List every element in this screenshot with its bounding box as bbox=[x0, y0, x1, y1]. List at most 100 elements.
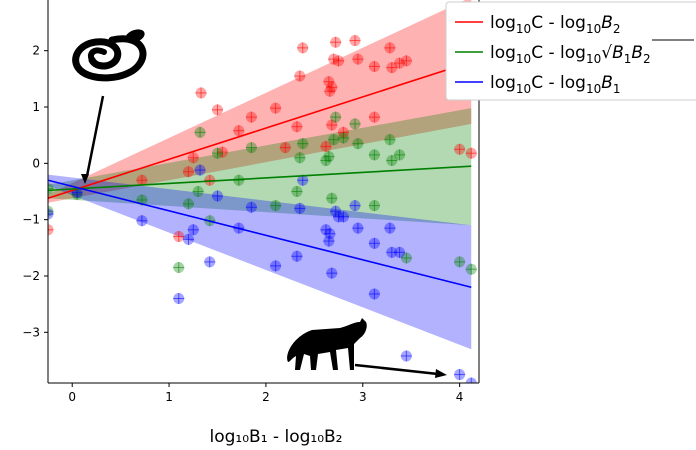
data-point-1-28 bbox=[394, 149, 406, 161]
legend-label-2: log10C - log10B1 bbox=[490, 73, 621, 96]
data-point-2-24 bbox=[368, 237, 380, 249]
data-point-1-20 bbox=[330, 111, 342, 123]
data-point-1-15 bbox=[297, 138, 309, 150]
icons bbox=[72, 29, 447, 378]
x-tick-label-1: 1 bbox=[165, 390, 173, 404]
data-point-0-22 bbox=[330, 36, 342, 48]
data-point-1-4 bbox=[173, 262, 185, 274]
data-point-0-19 bbox=[326, 81, 338, 93]
x-tick-label-3: 3 bbox=[359, 390, 367, 404]
legend-box bbox=[445, 1, 696, 101]
confidence-band-1 bbox=[48, 108, 472, 226]
data-point-2-25 bbox=[368, 288, 380, 300]
data-point-0-29 bbox=[384, 42, 396, 54]
snake-arrow bbox=[85, 95, 105, 177]
data-point-0-34 bbox=[465, 147, 477, 159]
data-point-2-6 bbox=[194, 164, 206, 176]
data-point-1-0 bbox=[48, 183, 54, 195]
data-point-0-32 bbox=[400, 55, 412, 67]
data-point-0-28 bbox=[368, 111, 380, 123]
y-tick-label-1: −2 bbox=[22, 269, 40, 283]
x-axis-label: log₁₀B₁ - log₁₀B₂ bbox=[210, 427, 343, 447]
data-point-2-21 bbox=[337, 211, 349, 223]
data-point-2-27 bbox=[386, 246, 398, 258]
x-tick-label-0: 0 bbox=[68, 390, 76, 404]
data-point-1-11 bbox=[245, 142, 257, 154]
data-point-2-30 bbox=[454, 369, 466, 381]
data-point-0-2 bbox=[173, 231, 185, 243]
data-point-1-14 bbox=[294, 152, 306, 164]
data-point-1-13 bbox=[291, 186, 303, 197]
data-point-2-13 bbox=[294, 202, 306, 214]
data-point-0-20 bbox=[326, 119, 338, 131]
data-point-0-1 bbox=[136, 174, 148, 186]
data-point-0-8 bbox=[216, 146, 228, 158]
data-point-1-30 bbox=[454, 256, 466, 268]
data-point-1-29 bbox=[400, 252, 412, 264]
data-point-2-17 bbox=[324, 228, 336, 240]
legend-label-1: log10C - log10√B1B2 bbox=[490, 43, 651, 66]
data-point-0-13 bbox=[291, 121, 303, 133]
data-point-2-10 bbox=[245, 201, 257, 213]
legend-entry-2: log10C - log10B1 bbox=[455, 73, 621, 96]
legend-label-0: log10C - log10B2 bbox=[490, 13, 621, 36]
cat-arrow-head bbox=[435, 369, 447, 378]
legend-entry-1: log10C - log10√B1B2 bbox=[455, 43, 651, 66]
data-point-1-17 bbox=[323, 151, 335, 163]
data-point-2-18 bbox=[326, 267, 338, 279]
data-point-2-22 bbox=[349, 200, 361, 212]
data-point-1-21 bbox=[337, 132, 349, 144]
data-point-2-28 bbox=[394, 246, 406, 258]
data-point-1-9 bbox=[211, 147, 223, 159]
data-point-0-16 bbox=[320, 140, 332, 152]
data-point-0-27 bbox=[368, 60, 380, 72]
data-point-1-19 bbox=[328, 134, 340, 146]
data-point-1-24 bbox=[368, 200, 380, 212]
y-tick-label-0: −3 bbox=[22, 325, 40, 339]
data-point-1-7 bbox=[194, 126, 206, 138]
snake-icon bbox=[72, 29, 147, 184]
cat-arrow bbox=[354, 363, 439, 376]
y-tick-label-4: 1 bbox=[32, 100, 40, 114]
data-point-1-22 bbox=[349, 118, 361, 130]
data-point-2-4 bbox=[182, 233, 194, 245]
data-point-2-31 bbox=[465, 377, 477, 383]
data-point-2-8 bbox=[211, 190, 223, 202]
data-point-1-27 bbox=[386, 155, 398, 167]
data-point-0-12 bbox=[279, 142, 291, 154]
data-point-0-0 bbox=[48, 224, 54, 236]
data-point-1-18 bbox=[326, 192, 338, 204]
data-point-1-23 bbox=[352, 138, 364, 150]
data-point-0-14 bbox=[294, 70, 306, 82]
axes: 0 1 2 3 4 −3 −2 −1 0 1 2 bbox=[22, 0, 480, 404]
data-point-2-16 bbox=[323, 235, 335, 247]
data-point-0-9 bbox=[233, 125, 245, 137]
data-point-1-25 bbox=[368, 149, 380, 161]
fit-line-2 bbox=[48, 179, 472, 289]
data-point-2-26 bbox=[384, 222, 396, 234]
fit-line-0 bbox=[48, 61, 472, 200]
data-point-1-5 bbox=[182, 198, 194, 210]
legend: log10C - log10B2 log10C - log10√B1B2 log10… bbox=[445, 1, 696, 101]
data-point-0-33 bbox=[454, 143, 466, 155]
data-point-0-10 bbox=[245, 111, 257, 123]
y-tick-label-5: 2 bbox=[32, 44, 40, 58]
data-point-0-15 bbox=[297, 42, 309, 54]
confidence-band-0 bbox=[48, 0, 472, 203]
data-point-1-6 bbox=[192, 186, 204, 197]
x-tick-label-2: 2 bbox=[262, 390, 270, 404]
data-point-1-12 bbox=[270, 200, 282, 212]
legend-entry-0: log10C - log10B2 bbox=[455, 13, 621, 36]
data-point-0-23 bbox=[333, 55, 345, 67]
data-point-2-2 bbox=[136, 215, 148, 227]
data-point-0-5 bbox=[195, 87, 207, 99]
y-tick-label-3: 0 bbox=[32, 156, 40, 170]
fit-line-1 bbox=[48, 165, 472, 192]
data-point-0-18 bbox=[324, 85, 336, 97]
snake-arrow-head bbox=[81, 174, 89, 184]
data-point-0-11 bbox=[270, 102, 282, 114]
plot-area bbox=[48, 0, 477, 383]
cat-icon bbox=[287, 318, 447, 378]
data-point-2-7 bbox=[204, 256, 216, 268]
